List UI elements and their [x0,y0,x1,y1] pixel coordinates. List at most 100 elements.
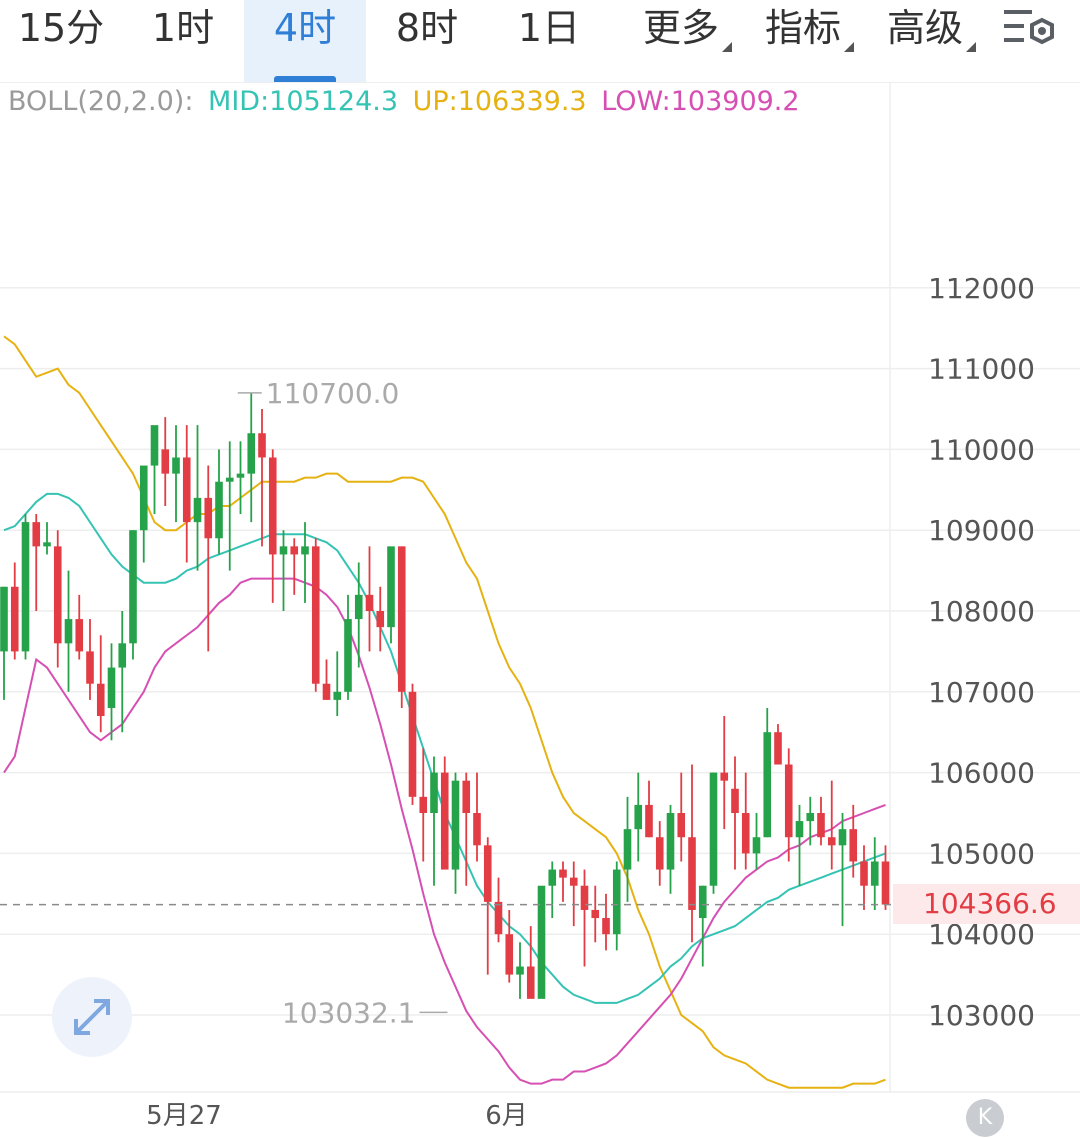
candle-body [0,586,8,652]
candle-body [75,619,84,652]
candle-body [53,546,62,644]
dropdown-corner-icon [844,42,854,52]
candle-body [569,877,578,886]
y-tick-label: 106000 [928,757,1035,790]
tab-label: 4时 [273,6,337,50]
y-tick-label: 108000 [928,595,1035,628]
candle-body [838,829,847,846]
candle-body [612,869,621,935]
candle-body [258,433,266,458]
candle-body [860,861,868,886]
y-tick-label: 107000 [928,676,1035,709]
candle-body [548,869,557,886]
tab-label: 更多 [642,6,719,50]
boll-up-value: UP:106339.3 [412,86,587,117]
dropdown-corner-icon [722,42,732,52]
candle-body [505,934,514,975]
candle-body [720,772,729,781]
candle-body [580,885,589,910]
x-tick-label: 5月27 [146,1101,222,1131]
current-price-tag: 104366.6 [893,884,1080,924]
candle-body [483,845,492,902]
y-tick-label: 112000 [928,272,1035,305]
candle-body [333,691,342,700]
candle-body [537,885,546,999]
tab-advanced-dropdown[interactable]: 高级 [872,0,978,82]
candle-body [827,837,836,846]
candle-body [96,683,105,717]
candle-body [440,772,449,870]
candle-body [591,909,600,919]
candle-body [806,813,815,822]
tab-8h[interactable]: 8时 [366,0,488,82]
candle-body [516,966,524,975]
tab-more-dropdown[interactable]: 更多 [628,0,734,82]
y-tick-label: 110000 [928,433,1035,466]
candle-body [322,683,331,700]
x-tick-label: 6月 [485,1101,528,1131]
candle-body [462,780,471,813]
candle-body [698,885,707,919]
candle-body [311,546,320,684]
tab-label: 8时 [395,6,459,50]
timeframe-tab-bar: 15分 1时 4时 8时 1日 更多 指标 高级 [0,0,1080,83]
candle-body [129,530,137,644]
candle-body [774,732,782,765]
candle-body [344,619,352,692]
candle-body [247,433,256,474]
candle-body [279,546,288,555]
tab-indicators-dropdown[interactable]: 指标 [750,0,856,82]
candle-body [172,457,180,474]
candle-body [290,546,299,555]
candle-body [387,546,395,628]
candle-body [752,837,761,854]
tab-1h[interactable]: 1时 [122,0,244,82]
candle-body [666,813,675,870]
candle-body [86,651,94,684]
candle-body [623,829,632,870]
candle-body [881,861,890,905]
candlestick-chart[interactable]: 1030001040001050001060001070001080001090… [0,82,1080,1138]
chart-settings-icon[interactable] [1000,4,1060,54]
candle-body [634,804,643,830]
tab-1d[interactable]: 1日 [488,0,610,82]
candle-body [236,473,245,478]
candle-body [376,611,385,628]
candle-body [795,821,804,838]
k-line-button[interactable]: K [966,1099,1004,1137]
candle-body [150,425,159,466]
tab-4h[interactable]: 4时 [244,0,366,82]
candle-body [354,594,363,620]
low-marker-label: 103032.1 [282,996,416,1029]
tab-label: 1日 [517,6,581,50]
candle-body [204,497,213,539]
candle-body [602,918,610,935]
tab-label: 高级 [886,6,963,50]
candle-body [107,667,116,708]
candle-body [193,497,202,523]
y-tick-label: 105000 [928,837,1035,870]
candle-body [731,788,739,813]
y-tick-label: 109000 [928,514,1035,547]
dropdown-corner-icon [966,42,976,52]
candle-body [161,449,170,474]
candle-body [419,796,428,813]
tab-15min[interactable]: 15分 [0,0,122,82]
candle-body [118,643,127,668]
expand-arrows-icon[interactable] [52,977,132,1057]
candle-body [741,813,750,854]
tab-label: 指标 [764,6,841,50]
current-price-label: 104366.6 [923,887,1057,920]
boll-mid-value: MID:105124.3 [208,86,399,117]
candle-body [397,546,406,692]
candle-body [494,901,503,935]
candle-body [817,813,825,838]
candle-body [365,594,374,611]
candle-body [43,542,51,547]
candle-body [709,772,718,886]
candle-body [677,813,686,838]
boll-name: BOLL(20,2.0): [8,86,194,117]
candle-body [688,837,696,910]
high-marker-label: 110700.0 [266,377,400,410]
y-tick-label: 103000 [928,999,1035,1032]
